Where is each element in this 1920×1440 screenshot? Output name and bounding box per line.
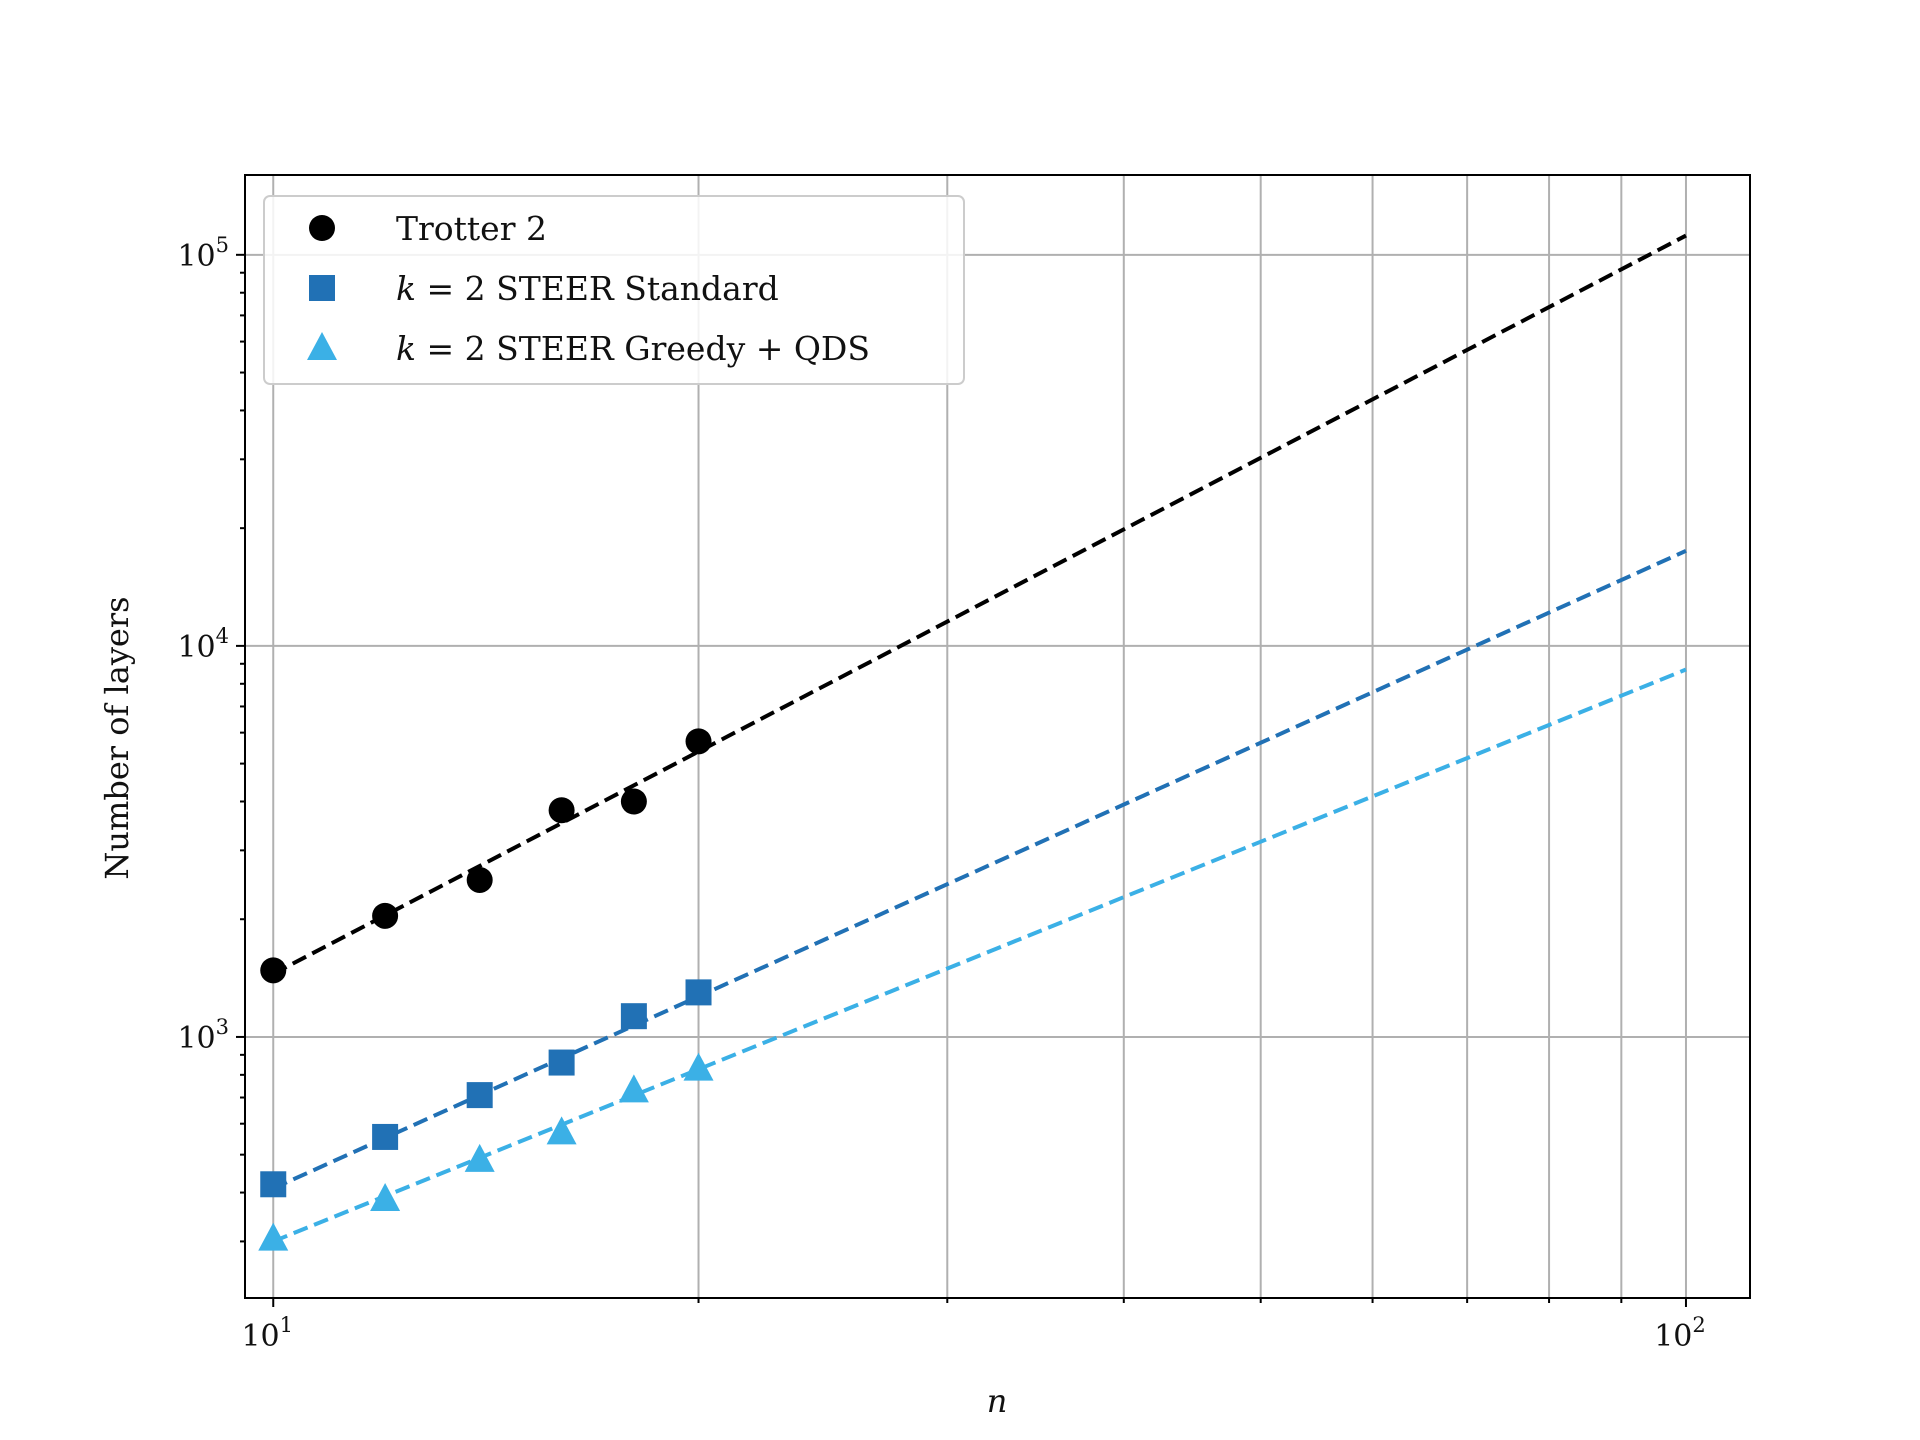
y-tick-label: 105 (177, 233, 229, 274)
series-3-point (683, 1052, 714, 1081)
series-1-point (548, 797, 575, 824)
legend-marker (307, 332, 337, 360)
series-3-point (464, 1143, 495, 1172)
x-axis-label: n (987, 1382, 1008, 1420)
series-1-point (685, 728, 712, 755)
y-axis-label: Number of layers (98, 596, 136, 879)
legend-marker (309, 275, 335, 301)
y-tick-label: 103 (177, 1015, 229, 1056)
series-3-point (546, 1116, 577, 1145)
fit-line-3 (272, 667, 1687, 1244)
legend-entry-label: k = 2 STEER Standard (396, 269, 779, 308)
fit-lines (272, 233, 1687, 1244)
y-tick-label: 104 (177, 624, 229, 665)
series-3-point (370, 1183, 401, 1212)
fit-line-2 (272, 549, 1687, 1191)
series-2-point (620, 1003, 647, 1030)
series-1-point (260, 957, 287, 984)
x-tick-label: 102 (1654, 1313, 1706, 1354)
legend-entry-label: k = 2 STEER Greedy + QDS (396, 329, 870, 368)
legend-box (263, 195, 965, 385)
series-2-point (685, 979, 712, 1006)
series-2-point (466, 1082, 493, 1109)
series-3-point (618, 1074, 649, 1103)
axis-ticks: 101 102 103 104 105 (177, 233, 1705, 1354)
legend-marker (309, 215, 335, 241)
series-2-point (372, 1123, 399, 1150)
series-1-point (466, 866, 493, 893)
series-3-point (258, 1222, 289, 1251)
plot-frame (244, 174, 1751, 1299)
series-1-point (372, 902, 399, 929)
x-tick-label: 101 (241, 1313, 293, 1354)
fit-line-1 (272, 233, 1687, 976)
legend: Trotter 2 k = 2 STEER Standard k = 2 STEER… (263, 195, 965, 385)
series-2-point (548, 1049, 575, 1076)
series-1-point (620, 788, 647, 815)
series-2-point (260, 1171, 287, 1198)
data-markers (258, 728, 714, 1251)
legend-entry-label: Trotter 2 (396, 209, 547, 248)
